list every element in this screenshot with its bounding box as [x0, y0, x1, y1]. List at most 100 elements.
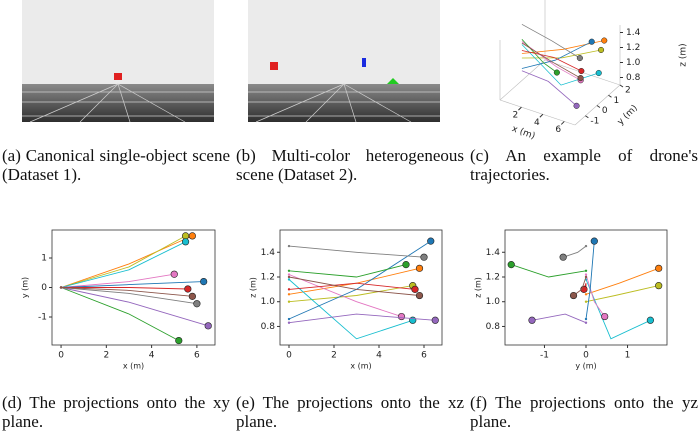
y-tick-label: 0	[602, 106, 608, 116]
y-tick	[608, 94, 612, 98]
trajectory	[61, 281, 204, 288]
end-point	[397, 312, 406, 321]
z-tick-label: 1.0	[626, 58, 641, 68]
end-point	[601, 37, 608, 44]
trajectory	[288, 245, 425, 258]
caption-f: (f) The projections onto the yz plane.	[470, 393, 698, 431]
trajectory	[61, 287, 188, 290]
y-tick-label: -1	[590, 116, 599, 126]
trajectory	[585, 279, 651, 340]
y-axis-label: y (m)	[21, 277, 30, 298]
start-point	[584, 244, 588, 248]
x-tick-label: 2	[513, 111, 519, 121]
y-tick-label: 2	[625, 86, 631, 96]
scene-a	[22, 0, 214, 123]
end-point	[181, 238, 190, 246]
x-tick-label: 6	[194, 351, 200, 361]
trajectory	[288, 274, 402, 318]
y-axis-label: z (m)	[474, 277, 483, 298]
trajectory	[511, 264, 587, 278]
x-tick-label: 4	[149, 351, 155, 361]
y-tick-label: 1	[613, 96, 619, 106]
end-point	[595, 69, 602, 77]
y-tick-label: 0.8	[261, 322, 276, 332]
caption-c: (c) An example of drone's trajectories.	[470, 146, 698, 184]
x-tick	[560, 121, 565, 125]
y-tick-label: 1.0	[486, 297, 501, 307]
end-point	[578, 67, 585, 75]
start-point	[584, 293, 588, 296]
trajectory	[61, 287, 197, 305]
x-axis-label: y (m)	[575, 362, 596, 371]
x-tick-label: 6	[555, 125, 561, 135]
pane-edge	[574, 84, 621, 126]
trajectory	[60, 241, 186, 288]
end-point	[590, 237, 598, 245]
end-point	[200, 278, 208, 286]
y-tick	[585, 115, 589, 119]
trajectory	[585, 267, 659, 295]
trajectory	[521, 42, 581, 79]
plot-frame	[279, 229, 443, 346]
end-point	[402, 261, 410, 269]
end-point	[411, 285, 419, 293]
trajectory	[288, 313, 436, 324]
y-tick-label: 1.0	[261, 297, 276, 307]
trajectory	[585, 285, 659, 303]
z-axis-label: z (m)	[679, 43, 689, 66]
x-tick-label: 0	[286, 351, 292, 361]
trajectory	[521, 23, 581, 59]
trajectory	[288, 264, 407, 278]
end-point	[188, 232, 196, 240]
start-point	[287, 244, 291, 248]
x-tick-label: 4	[376, 351, 382, 361]
start-point	[287, 321, 291, 324]
x-tick-label: 0	[58, 351, 64, 361]
z-tick-label: 1.4	[626, 28, 641, 38]
trajectory	[61, 287, 209, 327]
end-point	[559, 253, 567, 261]
trajectory	[60, 235, 193, 288]
pane-edge	[499, 99, 576, 126]
start-point	[287, 317, 291, 321]
x-tick-label: 2	[103, 351, 109, 361]
start-point	[584, 273, 588, 276]
end-point	[646, 316, 654, 324]
end-point	[577, 75, 584, 82]
y-tick-label: 1.2	[486, 272, 500, 282]
start-point	[287, 288, 291, 291]
end-point	[415, 264, 424, 272]
start-point	[287, 275, 291, 279]
y-tick-label: 1	[41, 254, 47, 264]
caption-b: (b) Multi-color heterogeneous scene (Dat…	[236, 146, 464, 184]
start-point	[584, 269, 588, 273]
z-tick-label: 0.8	[626, 73, 641, 83]
trajectory	[288, 279, 413, 340]
trajectory	[60, 287, 180, 341]
start-point	[287, 273, 291, 276]
end-point	[431, 316, 439, 324]
end-point	[655, 264, 663, 272]
trajectory	[585, 241, 595, 320]
start-point	[287, 293, 291, 296]
start-point	[584, 317, 588, 321]
end-point	[569, 291, 578, 300]
end-point	[576, 55, 583, 62]
y-tick-label: 1.4	[261, 248, 276, 258]
end-point	[553, 69, 560, 76]
trajectory	[521, 70, 577, 107]
end-point	[170, 270, 178, 278]
scene-b	[248, 0, 440, 123]
trajectory	[288, 276, 420, 296]
y-tick-label: 0	[41, 283, 47, 293]
trajectory	[521, 50, 582, 72]
end-point	[573, 102, 580, 109]
end-point	[655, 282, 663, 290]
caption-a: (a) Canonical single-object scene (Datas…	[2, 146, 230, 184]
trajectory	[521, 44, 599, 86]
x-tick-label: 6	[421, 351, 427, 361]
trajectory	[61, 287, 193, 297]
x-axis-label: x (m)	[350, 362, 371, 371]
trajectory	[288, 282, 416, 290]
